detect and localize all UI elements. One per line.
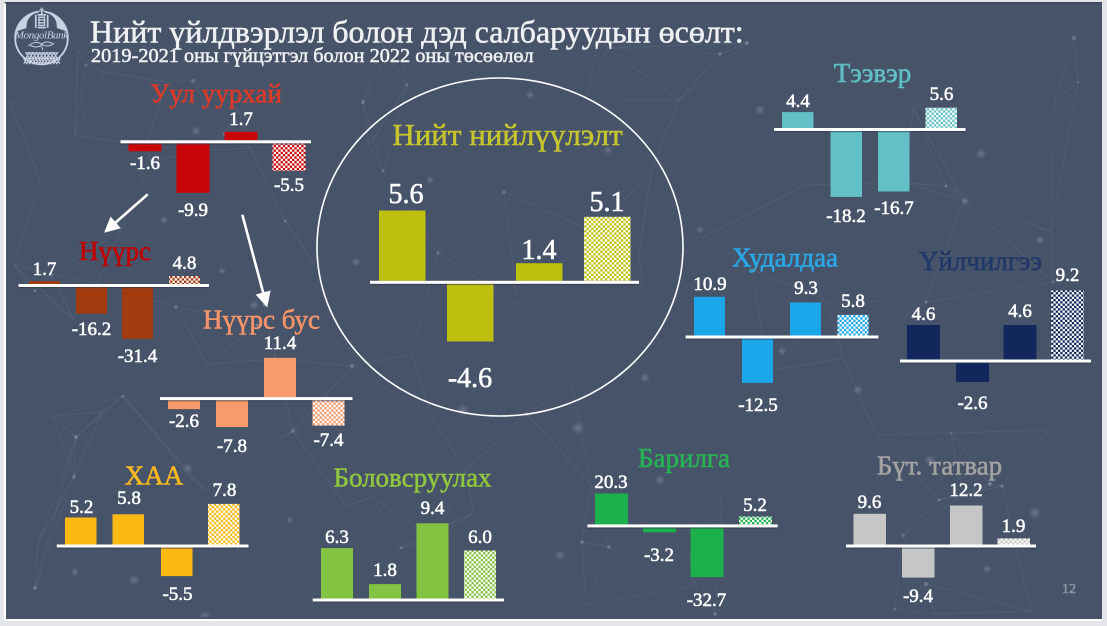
svg-text:9.2: 9.2 [1056, 265, 1080, 286]
svg-text:6.3: 6.3 [325, 527, 349, 548]
svg-text:5.8: 5.8 [841, 291, 865, 312]
svg-text:4.6: 4.6 [912, 304, 936, 325]
svg-text:11.4: 11.4 [264, 333, 297, 354]
svg-text:5.2: 5.2 [743, 495, 767, 516]
svg-text:-2.6: -2.6 [957, 393, 987, 414]
svg-text:Нүүрс бус: Нүүрс бус [203, 305, 320, 335]
svg-text:10.9: 10.9 [693, 274, 726, 295]
svg-text:Үйлчилгээ: Үйлчилгээ [919, 246, 1042, 276]
svg-text:-12.5: -12.5 [738, 395, 778, 416]
svg-text:1.9: 1.9 [1002, 516, 1026, 537]
svg-text:-7.4: -7.4 [313, 430, 344, 451]
svg-text:5.8: 5.8 [117, 488, 141, 509]
svg-text:Бүт. татвар: Бүт. татвар [877, 451, 1002, 481]
svg-text:ХАА: ХАА [125, 461, 184, 491]
svg-text:1.7: 1.7 [33, 259, 57, 280]
svg-text:9.6: 9.6 [858, 492, 882, 513]
svg-text:Худалдаа: Худалдаа [732, 243, 838, 273]
svg-text:Барилга: Барилга [638, 443, 730, 473]
svg-text:2019-2021 оны гүйцэтгэл болон: 2019-2021 оны гүйцэтгэл болон 2022 оны т… [91, 45, 534, 67]
svg-text:-32.7: -32.7 [687, 590, 727, 611]
svg-text:5.1: 5.1 [590, 187, 625, 218]
svg-text:-16.2: -16.2 [72, 319, 112, 340]
svg-text:6.0: 6.0 [468, 527, 492, 548]
svg-text:-31.4: -31.4 [118, 346, 158, 367]
svg-text:1.4: 1.4 [522, 235, 557, 266]
svg-text:4.6: 4.6 [1008, 301, 1032, 322]
svg-text:-18.2: -18.2 [826, 206, 866, 227]
svg-text:7.8: 7.8 [213, 480, 237, 501]
svg-text:5.6: 5.6 [930, 84, 954, 105]
svg-text:Тээвэр: Тээвэр [834, 58, 912, 88]
svg-text:-5.5: -5.5 [274, 175, 304, 196]
svg-text:12.2: 12.2 [949, 480, 982, 501]
svg-text:-16.7: -16.7 [874, 198, 914, 219]
svg-text:-9.9: -9.9 [178, 200, 208, 221]
svg-text:-5.5: -5.5 [162, 584, 192, 605]
svg-text:9.4: 9.4 [421, 498, 445, 519]
svg-text:-7.8: -7.8 [217, 436, 247, 457]
svg-text:1.8: 1.8 [373, 560, 397, 581]
svg-text:Нийт нийлүүлэлт: Нийт нийлүүлэлт [392, 117, 623, 152]
svg-text:Боловсруулах: Боловсруулах [333, 463, 492, 493]
svg-text:Нийт үйлдвэрлэл болон дэд салб: Нийт үйлдвэрлэл болон дэд салбаруудын өс… [90, 14, 744, 50]
svg-text:5.2: 5.2 [70, 497, 94, 518]
svg-text:12: 12 [1062, 582, 1076, 597]
svg-text:4.8: 4.8 [173, 253, 197, 274]
svg-text:MongolBank: MongolBank [14, 30, 69, 42]
svg-text:5.6: 5.6 [389, 179, 424, 210]
svg-text:9.3: 9.3 [794, 278, 818, 299]
svg-text:-2.6: -2.6 [169, 411, 199, 432]
svg-text:20.3: 20.3 [594, 472, 627, 493]
svg-text:1.7: 1.7 [229, 109, 253, 130]
svg-text:Нүүрс: Нүүрс [79, 236, 151, 266]
svg-text:Уул уурхай: Уул уурхай [150, 79, 282, 109]
svg-text:-9.4: -9.4 [903, 586, 934, 607]
svg-text:4.4: 4.4 [786, 91, 810, 112]
svg-text:-3.2: -3.2 [644, 545, 674, 566]
svg-text:-4.6: -4.6 [448, 363, 492, 394]
svg-text:-1.6: -1.6 [130, 153, 160, 174]
